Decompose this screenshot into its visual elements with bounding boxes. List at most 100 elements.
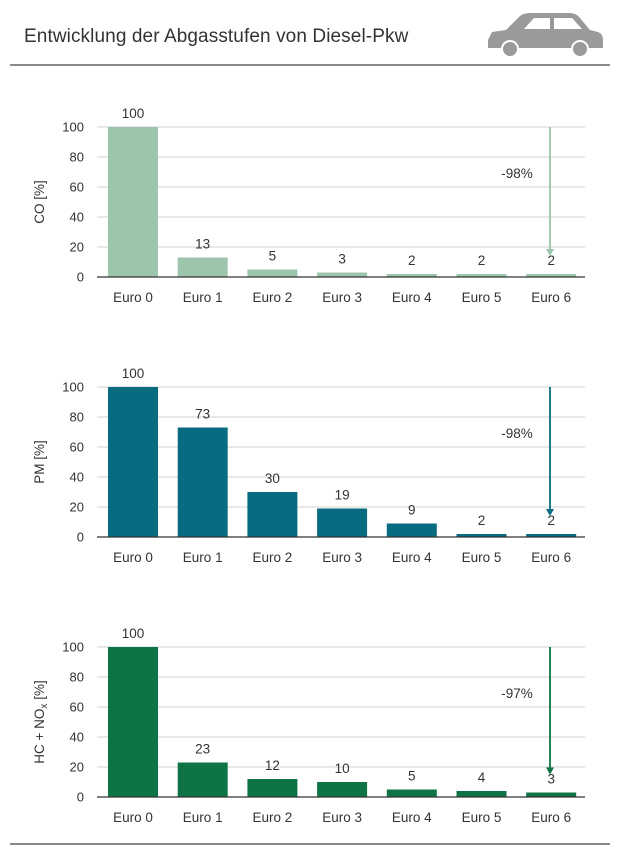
y-axis-label-subscript: x: [39, 704, 50, 709]
co-chart: 0 20 40 60 80 100 100 Euro 0 13 Euro 1 5 Euro 2 3 Eur…: [32, 106, 585, 305]
bar: [526, 534, 577, 537]
data-label: 4: [478, 770, 486, 785]
reduction-annotation: -98%: [501, 166, 533, 181]
x-tick-label: Euro 3: [322, 550, 362, 565]
bar: [526, 792, 577, 797]
y-tick-label: 80: [70, 410, 84, 425]
y-axis-label: PM [%]: [32, 440, 47, 484]
data-label: 3: [338, 252, 346, 267]
data-label: 23: [195, 742, 210, 757]
data-label: 5: [269, 249, 277, 264]
bar: [386, 523, 437, 537]
data-label: 12: [265, 758, 280, 773]
footer-rule: [10, 843, 610, 845]
header-rule: [10, 64, 610, 66]
bar: [317, 272, 368, 277]
y-tick-label: 0: [77, 530, 84, 545]
y-axis-label-text: HC + NO: [32, 709, 47, 764]
reduction-arrow-head: [546, 509, 554, 516]
y-axis-label: CO [%]: [32, 180, 47, 224]
pm-chart: 0 20 40 60 80 100 100 Euro 0 73 Euro 1 30 Euro 2 19 E…: [32, 366, 585, 565]
reduction-arrow-head: [546, 767, 554, 775]
x-tick-label: Euro 2: [253, 290, 293, 305]
data-label: 73: [195, 407, 210, 422]
page-header: Entwicklung der Abgasstufen von Diesel-P…: [0, 0, 620, 66]
y-tick-label: 100: [62, 640, 84, 655]
y-tick-label: 40: [70, 730, 84, 745]
bar: [386, 789, 437, 797]
data-label: 30: [265, 471, 280, 486]
x-tick-label: Euro 0: [113, 550, 153, 565]
x-tick-label: Euro 1: [183, 810, 223, 825]
y-axis-label-text: CO [%]: [32, 180, 47, 224]
y-tick-label: 100: [62, 120, 84, 135]
y-tick-label: 0: [77, 790, 84, 805]
bar: [177, 427, 228, 537]
data-label: 19: [335, 488, 350, 503]
y-tick-label: 20: [70, 760, 84, 775]
x-tick-label: Euro 2: [253, 550, 293, 565]
y-tick-label: 40: [70, 210, 84, 225]
data-label: 5: [408, 769, 416, 784]
bar: [108, 387, 158, 537]
data-label: 13: [195, 237, 210, 252]
reduction-annotation: -97%: [501, 686, 533, 701]
bar: [456, 791, 507, 797]
y-tick-label: 40: [70, 470, 84, 485]
x-tick-label: Euro 4: [392, 810, 432, 825]
data-label: 100: [122, 106, 145, 121]
y-axis-label: HC + NOx [%]: [32, 680, 50, 763]
y-axis-label-text: PM [%]: [32, 440, 47, 484]
data-label: 2: [547, 513, 555, 528]
y-tick-label: 60: [70, 700, 84, 715]
y-tick-label: 100: [62, 380, 84, 395]
bar: [317, 508, 368, 537]
x-tick-label: Euro 5: [462, 290, 502, 305]
data-label: 100: [122, 366, 145, 381]
x-tick-label: Euro 4: [392, 550, 432, 565]
y-tick-label: 80: [70, 670, 84, 685]
bar: [177, 257, 228, 277]
hc-nox-chart: 0 20 40 60 80 100 100 Euro 0 23 Euro 1 12 Euro 2 10 E…: [32, 626, 585, 825]
reduction-arrow-head: [546, 249, 554, 256]
reduction-annotation: -98%: [501, 426, 533, 441]
x-tick-label: Euro 3: [322, 290, 362, 305]
x-tick-label: Euro 5: [462, 810, 502, 825]
y-tick-label: 60: [70, 180, 84, 195]
x-tick-label: Euro 0: [113, 290, 153, 305]
bar: [317, 782, 368, 797]
bar: [247, 779, 298, 797]
y-tick-label: 0: [77, 270, 84, 285]
data-label: 3: [547, 772, 555, 787]
car-icon: [488, 13, 603, 58]
x-tick-label: Euro 6: [531, 810, 571, 825]
bar: [247, 492, 298, 537]
x-tick-label: Euro 0: [113, 810, 153, 825]
data-label: 2: [547, 253, 555, 268]
data-label: 9: [408, 503, 416, 518]
bar: [177, 762, 228, 797]
bar: [108, 647, 158, 797]
y-tick-label: 20: [70, 500, 84, 515]
x-tick-label: Euro 6: [531, 550, 571, 565]
y-tick-label: 60: [70, 440, 84, 455]
bar: [108, 127, 158, 277]
y-tick-label: 80: [70, 150, 84, 165]
x-tick-label: Euro 3: [322, 810, 362, 825]
data-label: 2: [408, 253, 416, 268]
page-title: Entwicklung der Abgasstufen von Diesel-P…: [24, 26, 409, 47]
x-tick-label: Euro 2: [253, 810, 293, 825]
x-tick-label: Euro 6: [531, 290, 571, 305]
x-tick-label: Euro 4: [392, 290, 432, 305]
x-tick-label: Euro 1: [183, 550, 223, 565]
bar: [456, 274, 507, 277]
x-tick-label: Euro 1: [183, 290, 223, 305]
x-tick-label: Euro 5: [462, 550, 502, 565]
bar: [456, 534, 507, 537]
y-tick-label: 20: [70, 240, 84, 255]
bar: [526, 274, 577, 277]
bar: [386, 274, 437, 277]
bar: [247, 269, 298, 277]
y-axis-label-suffix: [%]: [32, 680, 47, 703]
data-label: 2: [478, 513, 486, 528]
